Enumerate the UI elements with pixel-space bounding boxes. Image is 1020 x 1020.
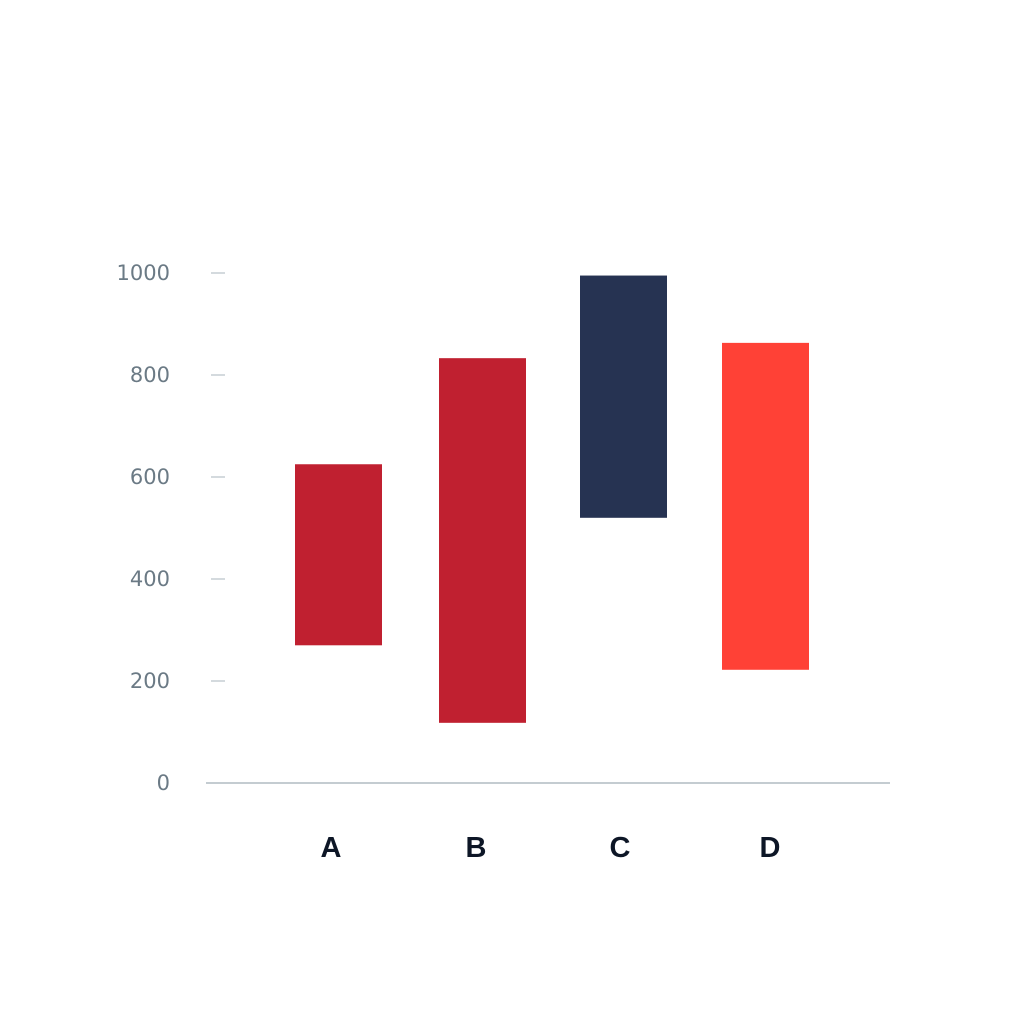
y-tick-label: 0 [157, 771, 170, 795]
x-category-label-a: A [321, 832, 342, 864]
bars-group [295, 275, 809, 723]
bar-d [722, 342, 809, 670]
y-tick-label: 600 [130, 465, 170, 489]
x-category-label-d: D [760, 832, 781, 864]
y-axis: 0 200 400 600 800 1000 [117, 261, 225, 795]
y-tick-label: 800 [130, 363, 170, 387]
y-tick-label: 400 [130, 567, 170, 591]
y-tick-label: 1000 [117, 261, 170, 285]
bar-b [439, 358, 526, 723]
x-category-label-b: B [466, 832, 487, 864]
x-category-label-c: C [610, 832, 631, 864]
x-axis-categories: A B C D [321, 832, 781, 864]
y-tick-label: 200 [130, 669, 170, 693]
bar-a [295, 464, 382, 646]
bar-c [580, 275, 667, 518]
